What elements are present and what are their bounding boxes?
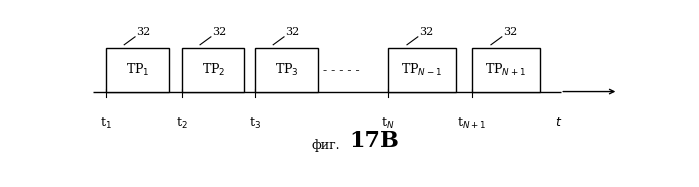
Text: t$_N$: t$_N$ [381, 116, 395, 131]
Text: t$_2$: t$_2$ [176, 116, 188, 131]
Text: - - - - -: - - - - - [323, 64, 359, 77]
Bar [388, 48, 456, 92]
Text: 32: 32 [285, 27, 299, 37]
Text: 17B: 17B [350, 130, 399, 152]
Text: 32: 32 [212, 27, 226, 37]
Text: TP$_{2}$: TP$_{2}$ [201, 62, 225, 78]
Text: t$_1$: t$_1$ [101, 116, 113, 131]
Text: 32: 32 [419, 27, 433, 37]
Bar [255, 48, 317, 92]
Text: 32: 32 [503, 27, 517, 37]
Text: TP$_{1}$: TP$_{1}$ [126, 62, 150, 78]
Bar [472, 48, 540, 92]
Bar [182, 48, 245, 92]
Text: t$_{N+1}$: t$_{N+1}$ [457, 116, 487, 131]
Bar [106, 48, 168, 92]
Text: t$_3$: t$_3$ [250, 116, 261, 131]
Text: TP$_{N-1}$: TP$_{N-1}$ [401, 62, 442, 78]
Text: фиг.: фиг. [312, 139, 340, 152]
Text: $t$: $t$ [555, 116, 562, 129]
Text: TP$_{N+1}$: TP$_{N+1}$ [485, 62, 526, 78]
Text: 32: 32 [136, 27, 150, 37]
Text: TP$_{3}$: TP$_{3}$ [275, 62, 298, 78]
